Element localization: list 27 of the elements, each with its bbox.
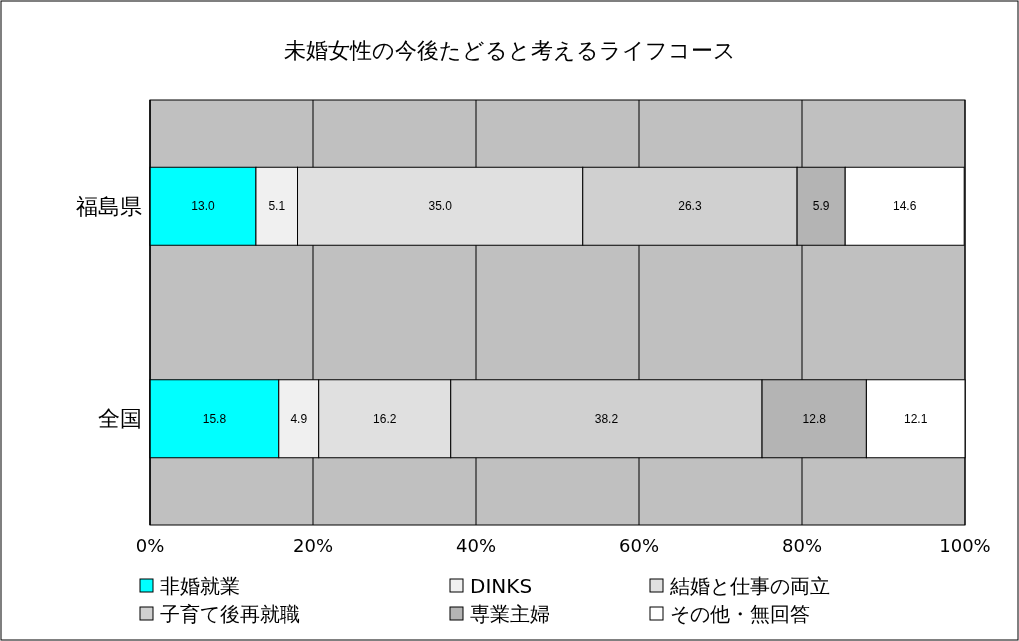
data-label: 14.6	[893, 199, 917, 214]
data-label: 12.8	[802, 411, 827, 426]
x-tick-label: 100%	[939, 535, 991, 556]
data-label: 15.8	[202, 411, 227, 426]
x-tick-label: 0%	[135, 535, 165, 556]
x-tick-label: 40%	[455, 535, 497, 556]
data-label: 38.2	[594, 411, 619, 426]
x-tick-label: 80%	[781, 535, 823, 556]
data-label: 5.1	[268, 199, 286, 214]
y-tick-label: 福島県	[76, 193, 142, 219]
legend-label: DINKS	[470, 574, 533, 598]
legend-label: 子育て後再就職	[160, 602, 300, 626]
data-label: 35.0	[428, 199, 453, 214]
legend-label: 結婚と仕事の両立	[669, 574, 830, 598]
data-label: 12.1	[904, 411, 928, 426]
legend-label: 専業主婦	[470, 602, 550, 626]
data-label: 26.3	[678, 199, 702, 214]
data-label: 16.2	[373, 411, 397, 426]
chart-title: 未婚女性の今後たどると考えるライフコース	[283, 38, 736, 63]
legend-label: その他・無回答	[670, 602, 810, 626]
data-label: 5.9	[812, 199, 830, 214]
y-tick-label: 全国	[98, 406, 142, 432]
data-label: 13.0	[191, 199, 215, 214]
x-tick-label: 60%	[618, 535, 660, 556]
data-label: 4.9	[290, 411, 308, 426]
x-tick-label: 20%	[292, 535, 334, 556]
legend-label: 非婚就業	[160, 574, 240, 598]
